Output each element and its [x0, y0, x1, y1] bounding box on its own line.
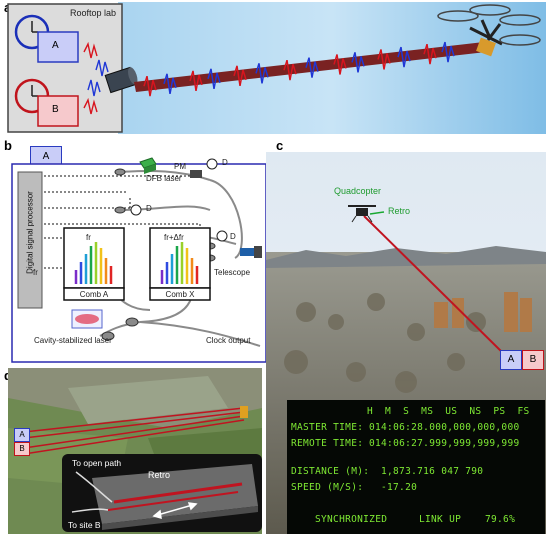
- beam-pulse: [377, 49, 391, 70]
- panel-d-aerial: [8, 368, 262, 534]
- remote-time-label: REMOTE TIME:: [291, 438, 364, 449]
- panel-c-box-a: A: [500, 350, 522, 370]
- beam-pulse: [333, 54, 347, 75]
- box-a: [37, 31, 79, 63]
- retro-inset-graphic: [71, 464, 258, 530]
- status-percentage: 79.6%: [485, 514, 516, 525]
- cavity-laser-label: Cavity-stabilized laser: [34, 336, 112, 345]
- timing-console: H M S MS US NS PS FS MASTER TIME: 014:06…: [287, 400, 545, 534]
- console-header: H M S MS US NS PS FS: [367, 406, 530, 417]
- panel-d-retro-label: Retro: [148, 470, 171, 480]
- quadcopter-icon: [437, 4, 541, 57]
- comb-a-label: Comb A: [79, 290, 109, 299]
- comb-x-fr-label: fr+Δfr: [164, 233, 184, 242]
- clock-output-label: Clock output: [206, 336, 251, 345]
- beam-pulse: [441, 41, 455, 63]
- beam-pulse: [143, 75, 157, 97]
- dsp-box: [17, 171, 43, 309]
- speed-label: SPEED (M/S):: [291, 482, 364, 493]
- beam-pulse: [397, 46, 411, 68]
- dfb-laser-icon: [139, 157, 157, 174]
- comb-a-box: [63, 227, 125, 289]
- panel-c-box-b: B: [522, 350, 544, 370]
- panel-d-box-a: A: [14, 428, 30, 442]
- pm-label: PM: [174, 162, 186, 171]
- detector-2-icon: [130, 204, 142, 216]
- panel-b-telescope-icon: [240, 246, 262, 258]
- detector-1-label: D: [222, 158, 228, 167]
- beam-pulse: [423, 43, 437, 65]
- remote-time-value: 014:06:27.999,999,999,999: [369, 438, 520, 449]
- beam-pulse: [283, 59, 297, 81]
- master-time-label: MASTER TIME:: [291, 422, 364, 433]
- beam-pulse: [255, 63, 269, 84]
- cavity-laser-icon: [71, 309, 103, 329]
- status-link-up: LINK UP: [419, 514, 462, 525]
- retro-beam: [363, 215, 507, 357]
- beam-pulse: [233, 65, 247, 87]
- comb-a-fr-label: fr: [86, 233, 91, 242]
- panel-b-telescope-label: Telescope: [214, 268, 251, 277]
- open-path-label: To open path: [72, 458, 122, 468]
- distance-value: 1,873.716 047 790: [381, 466, 484, 477]
- beam-pulses: [143, 41, 455, 97]
- panel-c-quadcopter-icon: [348, 205, 376, 223]
- panel-d-letter: d: [4, 368, 12, 383]
- site-b-label: To site B: [68, 520, 101, 530]
- beam-pulse: [305, 57, 319, 78]
- status-synchronized: SYNCHRONIZED: [315, 514, 388, 525]
- speed-value: -17.20: [381, 482, 418, 493]
- panel-a-box-a-label: A: [52, 40, 59, 51]
- dsp-label: Digital signal processor: [25, 191, 35, 274]
- beam-pulse: [163, 73, 177, 95]
- panel-a-box-b-label: B: [52, 104, 59, 115]
- detector-2-label: D: [146, 204, 152, 213]
- detector-1-icon: [206, 158, 218, 170]
- rooftop-lab-title: Rooftop lab: [70, 8, 117, 18]
- telescope-icon: [104, 66, 138, 94]
- beam-pulse: [189, 70, 203, 92]
- comb-a-spectrum: [74, 242, 113, 284]
- comb-x-box: [149, 227, 211, 289]
- detector-3-icon: [216, 230, 228, 242]
- dsp-fr-label: fr: [33, 268, 38, 277]
- retro-label: Retro: [388, 206, 411, 216]
- comb-x-spectrum: [160, 242, 199, 284]
- panel-a-graphic: [7, 2, 546, 134]
- panel-b-letter: b: [4, 138, 12, 153]
- box-b: [37, 95, 79, 127]
- detector-3-label: D: [230, 232, 236, 241]
- panel-c-letter: c: [276, 138, 284, 153]
- beam-pulse: [207, 68, 221, 89]
- panel-d-box-b: B: [14, 442, 30, 456]
- comb-x-label: Comb X: [165, 290, 195, 299]
- panel-b-frame: [11, 163, 267, 363]
- master-time-value: 014:06:28.000,000,000,000: [369, 422, 520, 433]
- beam-pulse: [351, 52, 365, 73]
- retro-inset: [62, 454, 262, 532]
- panel-b-graphic: [11, 157, 267, 363]
- quadcopter-label: Quadcopter: [334, 186, 382, 196]
- distance-label: DISTANCE (M):: [291, 466, 370, 477]
- dfb-laser-label: DFB laser: [146, 174, 182, 183]
- pm-icon: [190, 170, 202, 178]
